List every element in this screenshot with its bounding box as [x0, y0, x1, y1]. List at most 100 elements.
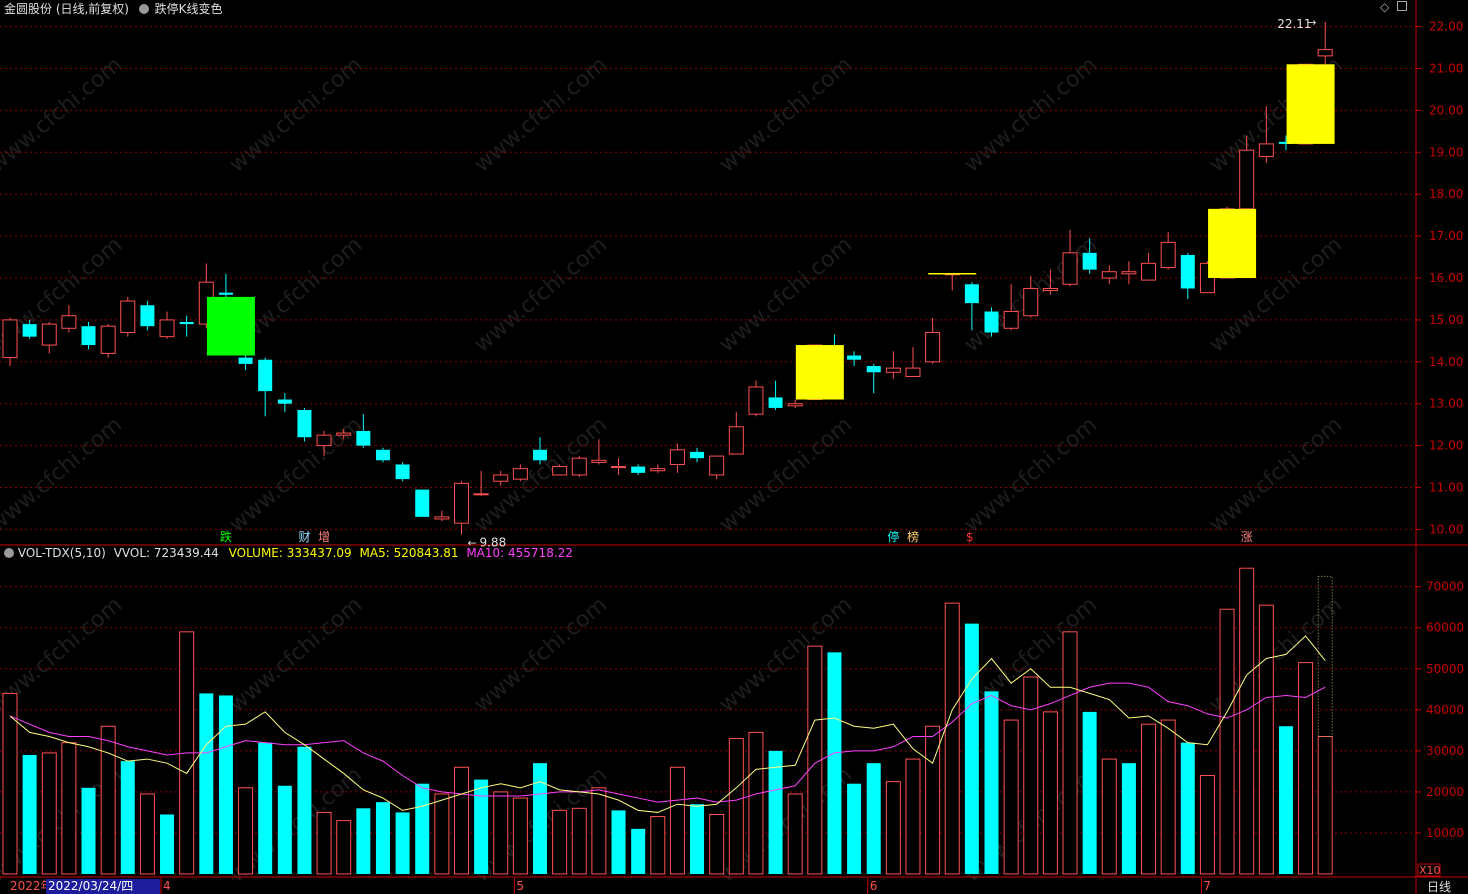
watermark-text: www.cfchi.com	[470, 592, 612, 717]
volume-bar	[139, 793, 155, 875]
candle-body	[238, 357, 253, 364]
candle	[650, 464, 666, 473]
volume-bar	[866, 763, 881, 874]
volume-tick-label: 10000	[1426, 826, 1464, 840]
candle	[473, 470, 489, 496]
candle-body	[552, 466, 568, 476]
price-tick-label: 12.00	[1429, 439, 1463, 453]
stock-title[interactable]: 金圆股份 (日线,前复权)	[4, 2, 129, 16]
candle-body	[709, 455, 725, 476]
candle-body	[1121, 271, 1137, 275]
volume-bar	[984, 691, 999, 874]
candle-body	[591, 459, 607, 463]
watermark-text: www.cfchi.com	[715, 52, 857, 177]
candle	[1003, 284, 1019, 331]
volume-bar	[356, 808, 371, 874]
volume-grid	[0, 586, 1416, 834]
volume-bar	[885, 781, 901, 875]
volume-bar	[611, 810, 626, 874]
price-tick-label: 20.00	[1429, 103, 1463, 117]
candle	[493, 470, 509, 486]
minimize-icon[interactable]	[1397, 1, 1408, 11]
candle	[120, 296, 136, 337]
indicator-name[interactable]: 跌停K线变色	[154, 2, 223, 16]
candle-body	[1278, 141, 1293, 144]
volume-bar	[768, 750, 783, 874]
volume-bar	[316, 811, 332, 875]
limit-highlight-box	[206, 296, 255, 356]
volume-bar	[944, 602, 960, 875]
volume-bar	[81, 787, 96, 874]
candle	[258, 357, 273, 417]
volume-bar	[1003, 719, 1019, 875]
candle	[533, 437, 548, 465]
volume-bar	[827, 652, 842, 874]
candle-body	[258, 359, 273, 392]
volume-bar	[22, 754, 37, 874]
volume-bar	[1042, 711, 1058, 875]
volume-bar	[453, 766, 469, 875]
candle-body	[669, 449, 685, 465]
volume-bar	[1062, 631, 1078, 875]
watermark-text: www.cfchi.com	[0, 412, 127, 537]
candle-body	[1082, 252, 1097, 270]
candle	[356, 414, 371, 448]
candle-body	[120, 300, 136, 333]
candle-body	[41, 323, 57, 346]
candle	[748, 380, 764, 417]
candle-body	[1180, 254, 1195, 289]
price-tick-label: 21.00	[1429, 61, 1463, 75]
month-label: 4	[163, 879, 171, 893]
vol-unit-box	[1417, 863, 1441, 877]
candle	[728, 412, 744, 455]
cursor-date-box	[46, 879, 160, 894]
candle-body	[1160, 241, 1176, 269]
volume-bar	[160, 814, 175, 874]
volume-label: VOLUME:	[228, 546, 283, 560]
candle	[1082, 238, 1097, 274]
price-tick-label: 14.00	[1429, 355, 1463, 369]
vol-indicator-name[interactable]: VOL-TDX(5,10)	[17, 546, 106, 560]
limit-highlight-box	[1286, 64, 1335, 144]
event-marker: 停	[887, 529, 899, 544]
ma10-value: 455718.22	[508, 546, 573, 560]
candle	[591, 439, 607, 465]
candle-body	[925, 331, 941, 363]
volume-bar	[1180, 742, 1195, 874]
volume-bar	[728, 738, 744, 875]
price-tick-label: 11.00	[1429, 481, 1463, 495]
volume-bar	[690, 804, 705, 874]
volume-bar	[1278, 726, 1293, 874]
price-tick-label: 10.00	[1429, 522, 1463, 536]
candle-body	[650, 468, 666, 472]
diamond-icon[interactable]: ◇	[1380, 0, 1390, 14]
candle-body	[375, 449, 390, 461]
candle-body	[964, 284, 979, 304]
candle-body	[473, 493, 489, 496]
volume-bar	[100, 725, 116, 875]
volume-bar	[1258, 604, 1274, 875]
candle	[1141, 252, 1157, 281]
candle	[571, 456, 587, 478]
vol-circle-icon[interactable]	[4, 548, 14, 558]
month-label: 5	[516, 879, 524, 893]
candle-body	[787, 403, 803, 407]
watermark-text: www.cfchi.com	[225, 412, 367, 537]
candle	[1278, 135, 1293, 151]
chart-header: 金圆股份 (日线,前复权) 跌停K线变色	[4, 0, 223, 17]
candle-body	[336, 432, 352, 436]
candle	[22, 319, 37, 339]
volume-bar	[533, 763, 548, 874]
candle-body	[1317, 49, 1333, 57]
candle	[709, 455, 725, 480]
candle	[1180, 252, 1195, 299]
candle	[1023, 275, 1039, 318]
volume-bar	[709, 813, 725, 875]
limit-highlight-box	[795, 345, 844, 400]
indicator-circle-icon[interactable]	[138, 4, 149, 14]
candle	[453, 481, 469, 535]
volume-bar	[277, 785, 292, 874]
ma5-value: 520843.81	[393, 546, 459, 560]
candle-body	[866, 366, 881, 373]
